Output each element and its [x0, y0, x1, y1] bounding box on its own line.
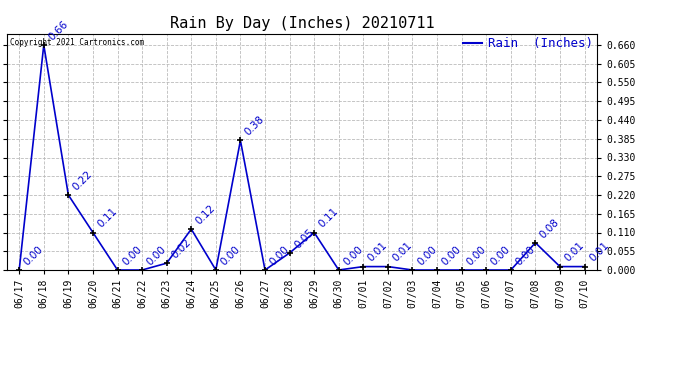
- Text: 0.01: 0.01: [587, 240, 611, 264]
- Text: 0.08: 0.08: [538, 217, 562, 240]
- Text: 0.00: 0.00: [464, 244, 488, 267]
- Text: 0.00: 0.00: [513, 244, 537, 267]
- Text: 0.05: 0.05: [293, 227, 316, 250]
- Text: 0.00: 0.00: [268, 244, 291, 267]
- Text: 0.11: 0.11: [317, 206, 340, 230]
- Text: 0.12: 0.12: [194, 203, 217, 226]
- Text: 0.00: 0.00: [489, 244, 512, 267]
- Text: 0.22: 0.22: [71, 169, 95, 192]
- Title: Rain By Day (Inches) 20210711: Rain By Day (Inches) 20210711: [170, 16, 434, 31]
- Text: 0.00: 0.00: [415, 244, 439, 267]
- Text: 0.66: 0.66: [46, 19, 70, 42]
- Text: 0.00: 0.00: [145, 244, 168, 267]
- Text: 0.38: 0.38: [243, 114, 266, 138]
- Text: 0.00: 0.00: [219, 244, 242, 267]
- Text: 0.00: 0.00: [342, 244, 365, 267]
- Text: 0.00: 0.00: [120, 244, 144, 267]
- Text: 0.02: 0.02: [170, 237, 193, 260]
- Text: 0.01: 0.01: [391, 240, 414, 264]
- Legend: Rain  (Inches): Rain (Inches): [463, 38, 593, 51]
- Text: 0.00: 0.00: [440, 244, 463, 267]
- Text: 0.01: 0.01: [563, 240, 586, 264]
- Text: 0.01: 0.01: [366, 240, 389, 264]
- Text: 0.00: 0.00: [22, 244, 46, 267]
- Text: 0.11: 0.11: [96, 206, 119, 230]
- Text: Copyright 2021 Cartronics.com: Copyright 2021 Cartronics.com: [10, 39, 144, 48]
